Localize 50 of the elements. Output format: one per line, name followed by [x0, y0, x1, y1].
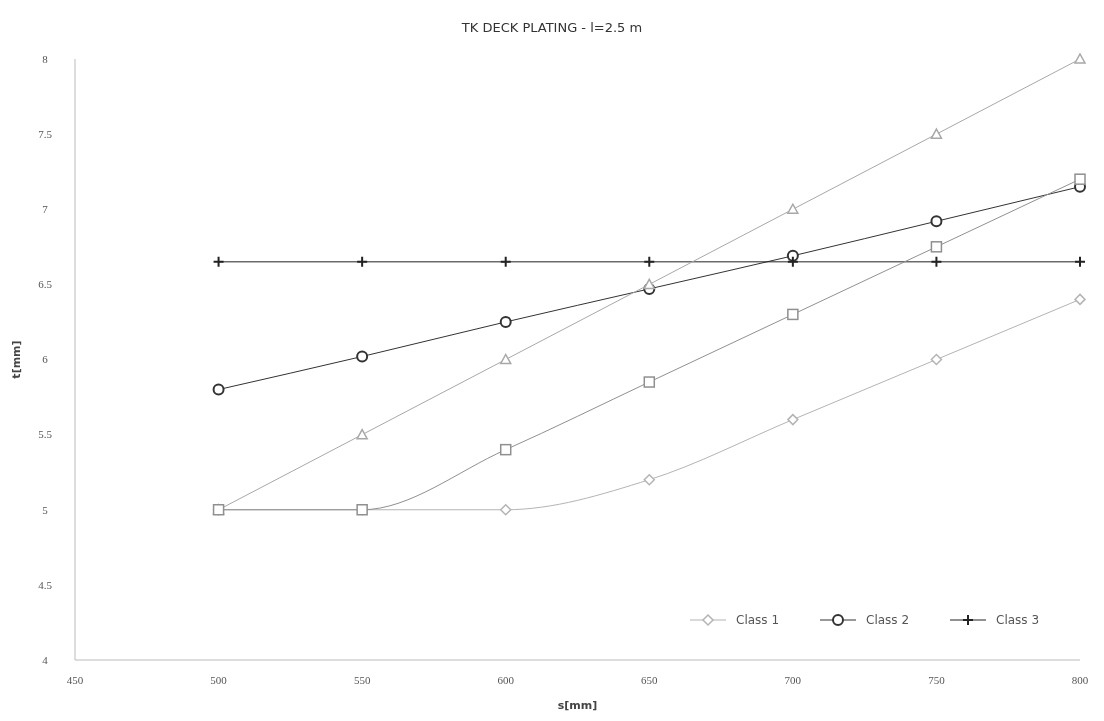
y-tick-label: 4 [42, 653, 49, 666]
x-tick-label: 500 [210, 674, 228, 686]
point [499, 443, 512, 456]
y-tick-label: 8 [42, 52, 49, 65]
point [1074, 53, 1086, 64]
y-tick-label: 4.5 [38, 578, 53, 591]
x-tick-label: 600 [497, 674, 515, 686]
point [786, 255, 799, 268]
point [356, 255, 369, 268]
point [930, 255, 943, 268]
point [212, 383, 225, 396]
point [356, 350, 369, 363]
point [787, 413, 799, 426]
point [930, 353, 943, 366]
x-axis-title: s[mm] [557, 699, 598, 712]
point [356, 428, 368, 440]
point [930, 215, 943, 228]
y-tick-label: 7.5 [38, 127, 53, 140]
legend-label: Class 3 [996, 613, 1040, 628]
y-tick-label: 7 [42, 203, 49, 216]
x-tick-label: 650 [641, 674, 659, 686]
x-tick-label: 750 [928, 674, 946, 686]
point [930, 128, 943, 139]
y-tick-label: 5.5 [38, 428, 53, 441]
chart-title: TK DECK PLATING - l=2.5 m [460, 20, 643, 35]
point [499, 353, 512, 365]
legend-label: Class 2 [866, 613, 910, 628]
point [643, 376, 656, 388]
point [1074, 293, 1086, 306]
y-tick-label: 5 [42, 503, 49, 516]
y-tick-label: 6.5 [38, 278, 53, 291]
point [930, 241, 943, 253]
y-tick-label: 6 [42, 353, 49, 366]
point [1074, 255, 1086, 268]
point [499, 504, 512, 516]
point [212, 255, 225, 268]
point [1074, 173, 1086, 185]
x-tick-label: 550 [353, 674, 371, 686]
point [643, 255, 656, 268]
y-axis-title: t[mm] [10, 340, 23, 379]
x-tick-label: 800 [1071, 674, 1089, 686]
x-tick-label: 700 [784, 674, 802, 686]
point [499, 255, 512, 268]
legend-label: Class 1 [736, 613, 780, 628]
point [787, 308, 799, 321]
point [643, 473, 656, 486]
x-tick-label: 450 [66, 674, 84, 686]
point [787, 203, 799, 214]
point [643, 278, 656, 290]
point [499, 315, 512, 328]
